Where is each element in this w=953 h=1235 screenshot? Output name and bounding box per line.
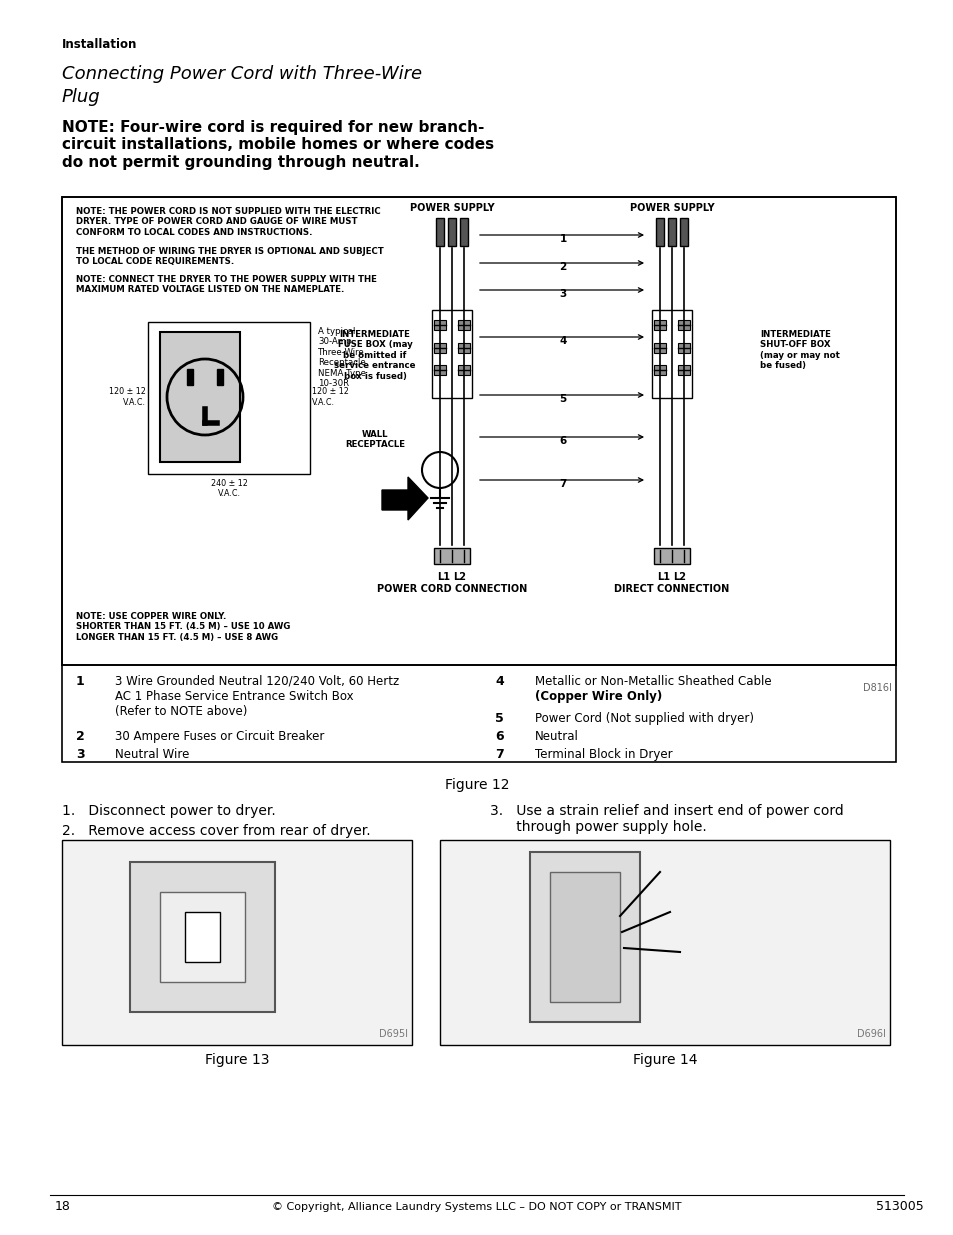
- Bar: [160, 892, 245, 982]
- Text: L2: L2: [453, 572, 466, 582]
- Text: Metallic or Non-Metallic Sheathed Cable: Metallic or Non-Metallic Sheathed Cable: [535, 676, 771, 688]
- Text: 4: 4: [495, 676, 503, 688]
- Text: A typical
30-Amp
Three-Wire
Receptacle
NEMA Type
10-30R: A typical 30-Amp Three-Wire Receptacle N…: [317, 327, 366, 388]
- Text: 3 Wire Grounded Neutral 120/240 Volt, 60 Hertz
AC 1 Phase Service Entrance Switc: 3 Wire Grounded Neutral 120/240 Volt, 60…: [115, 676, 399, 718]
- Bar: [62, 840, 412, 1045]
- Text: 30 Ampere Fuses or Circuit Breaker: 30 Ampere Fuses or Circuit Breaker: [115, 730, 324, 743]
- Text: 1: 1: [558, 233, 566, 245]
- Text: 2: 2: [76, 730, 85, 743]
- Bar: [678, 366, 689, 375]
- Text: 7: 7: [495, 748, 503, 761]
- Bar: [432, 310, 472, 398]
- Bar: [678, 320, 689, 330]
- Text: NOTE: THE POWER CORD IS NOT SUPPLIED WITH THE ELECTRIC
DRYER. TYPE OF POWER CORD: NOTE: THE POWER CORD IS NOT SUPPLIED WIT…: [76, 207, 380, 237]
- Bar: [667, 219, 676, 246]
- Text: NOTE: Four-wire cord is required for new branch-
circuit installations, mobile h: NOTE: Four-wire cord is required for new…: [62, 120, 494, 169]
- Text: INTERMEDIATE
FUSE BOX (may
be omitted if
service entrance
box is fused): INTERMEDIATE FUSE BOX (may be omitted if…: [334, 330, 416, 380]
- Text: POWER SUPPLY: POWER SUPPLY: [629, 203, 714, 212]
- Bar: [439, 840, 889, 1045]
- Bar: [216, 369, 223, 385]
- Bar: [160, 332, 240, 462]
- Bar: [654, 366, 665, 375]
- Bar: [187, 369, 193, 385]
- Bar: [457, 366, 470, 375]
- Bar: [148, 322, 310, 474]
- Text: Neutral Wire: Neutral Wire: [115, 748, 190, 761]
- Bar: [434, 548, 470, 564]
- Text: (Copper Wire Only): (Copper Wire Only): [535, 690, 661, 703]
- Text: L2: L2: [673, 572, 686, 582]
- Text: NOTE: USE COPPER WIRE ONLY.
SHORTER THAN 15 FT. (4.5 M) – USE 10 AWG
LONGER THAN: NOTE: USE COPPER WIRE ONLY. SHORTER THAN…: [76, 613, 290, 642]
- Bar: [130, 862, 274, 1011]
- Text: L1: L1: [437, 572, 450, 582]
- Bar: [457, 320, 470, 330]
- Text: THE METHOD OF WIRING THE DRYER IS OPTIONAL AND SUBJECT
TO LOCAL CODE REQUIREMENT: THE METHOD OF WIRING THE DRYER IS OPTION…: [76, 247, 383, 267]
- Text: 240 ± 12
V.A.C.: 240 ± 12 V.A.C.: [211, 479, 247, 499]
- Text: 6: 6: [495, 730, 503, 743]
- Bar: [656, 219, 663, 246]
- Text: Connecting Power Cord with Three-Wire: Connecting Power Cord with Three-Wire: [62, 65, 421, 83]
- Bar: [434, 320, 446, 330]
- Text: 5: 5: [558, 394, 566, 404]
- Text: D696I: D696I: [856, 1029, 885, 1039]
- Bar: [654, 343, 665, 353]
- Text: Figure 13: Figure 13: [205, 1053, 269, 1067]
- Bar: [457, 343, 470, 353]
- Text: NOTE: CONNECT THE DRYER TO THE POWER SUPPLY WITH THE
MAXIMUM RATED VOLTAGE LISTE: NOTE: CONNECT THE DRYER TO THE POWER SUP…: [76, 275, 376, 294]
- Text: Figure 14: Figure 14: [632, 1053, 697, 1067]
- Bar: [436, 219, 443, 246]
- Bar: [651, 310, 691, 398]
- Text: © Copyright, Alliance Laundry Systems LLC – DO NOT COPY or TRANSMIT: © Copyright, Alliance Laundry Systems LL…: [272, 1202, 681, 1212]
- Text: 120 ± 12
V.A.C.: 120 ± 12 V.A.C.: [312, 388, 349, 406]
- Bar: [434, 366, 446, 375]
- Polygon shape: [381, 477, 428, 520]
- Text: D695I: D695I: [378, 1029, 408, 1039]
- Text: Neutral: Neutral: [535, 730, 578, 743]
- Text: 3.   Use a strain relief and insert end of power cord
      through power supply: 3. Use a strain relief and insert end of…: [490, 804, 842, 834]
- Bar: [654, 548, 689, 564]
- Text: POWER SUPPLY: POWER SUPPLY: [409, 203, 494, 212]
- Text: Power Cord (Not supplied with dryer): Power Cord (Not supplied with dryer): [535, 713, 753, 725]
- Text: 5: 5: [495, 713, 503, 725]
- Text: 1: 1: [76, 676, 85, 688]
- Text: WALL
RECEPTACLE: WALL RECEPTACLE: [345, 430, 405, 450]
- Text: 1.   Disconnect power to dryer.: 1. Disconnect power to dryer.: [62, 804, 275, 818]
- Text: 2.   Remove access cover from rear of dryer.: 2. Remove access cover from rear of drye…: [62, 824, 370, 839]
- Text: Figure 12: Figure 12: [444, 778, 509, 792]
- Text: 3: 3: [76, 748, 85, 761]
- Bar: [679, 219, 687, 246]
- Bar: [530, 852, 639, 1023]
- Text: 2: 2: [558, 262, 566, 272]
- Bar: [654, 320, 665, 330]
- Text: 3: 3: [558, 289, 566, 299]
- Text: D816I: D816I: [862, 683, 891, 693]
- Text: 18: 18: [55, 1200, 71, 1214]
- Bar: [550, 872, 619, 1002]
- Text: Terminal Block in Dryer: Terminal Block in Dryer: [535, 748, 672, 761]
- Text: INTERMEDIATE
SHUT-OFF BOX
(may or may not
be fused): INTERMEDIATE SHUT-OFF BOX (may or may no…: [760, 330, 839, 370]
- Text: POWER CORD CONNECTION: POWER CORD CONNECTION: [376, 584, 527, 594]
- Bar: [448, 219, 456, 246]
- Text: 120 ± 12
V.A.C.: 120 ± 12 V.A.C.: [109, 388, 146, 406]
- Text: Installation: Installation: [62, 38, 137, 51]
- Text: Plug: Plug: [62, 88, 100, 106]
- Bar: [678, 343, 689, 353]
- Bar: [185, 911, 220, 962]
- Bar: [434, 343, 446, 353]
- Text: 4: 4: [558, 336, 566, 346]
- Text: 513005: 513005: [875, 1200, 923, 1214]
- Text: L1: L1: [657, 572, 670, 582]
- Text: DIRECT CONNECTION: DIRECT CONNECTION: [614, 584, 729, 594]
- Bar: [62, 198, 895, 664]
- Text: 7: 7: [558, 479, 566, 489]
- Bar: [62, 198, 895, 762]
- Bar: [459, 219, 468, 246]
- Text: 6: 6: [558, 436, 566, 446]
